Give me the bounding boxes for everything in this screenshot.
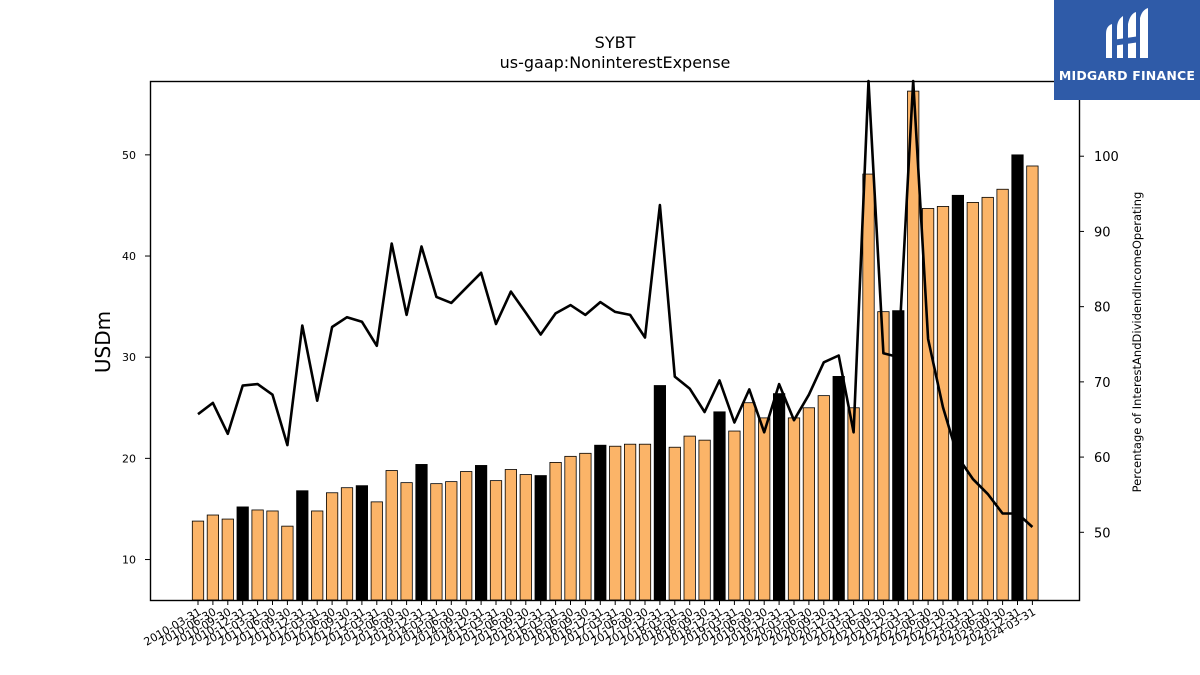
- bar-2014-09-30: [460, 471, 473, 601]
- chart-title: SYBT: [595, 33, 636, 52]
- brand-name: MIDGARD FINANCE: [1058, 68, 1196, 83]
- bar-2020-03-31: [787, 417, 801, 601]
- bar-2013-03-31: [370, 501, 383, 601]
- right-axis: 50 60 70 80 90 100: [1079, 150, 1119, 541]
- y-axis-label: USDm: [91, 311, 115, 373]
- chart-subtitle: us-gaap:NoninterestExpense: [500, 53, 731, 72]
- midgard-logo-icon: [1106, 8, 1148, 58]
- bar-2024-03-31: [1026, 165, 1039, 601]
- bar-2018-09-30: [698, 439, 711, 601]
- bar-2019-06-30: [743, 402, 756, 601]
- bar-2015-03-31: [489, 480, 503, 601]
- bar-2016-09-30: [579, 452, 592, 601]
- bar-2012-09-30: [340, 487, 354, 601]
- bar-2019-03-31: [728, 430, 741, 601]
- bar-2011-12-31: [296, 490, 309, 601]
- bar-2011-09-30: [281, 525, 294, 601]
- bar-2012-06-30: [325, 492, 339, 601]
- bar-2022-12-31: [951, 194, 965, 601]
- bar-2019-09-30: [758, 417, 771, 601]
- y2-tick-label: 60: [1094, 451, 1111, 466]
- bar-2020-09-30: [817, 395, 830, 601]
- bar-2017-09-30: [638, 443, 652, 601]
- bar-2014-12-31: [474, 465, 488, 601]
- bar-2021-06-30: [862, 173, 875, 601]
- bar-2023-12-31: [1011, 154, 1024, 601]
- x-axis: 2010-03-312010-06-302010-09-302010-12-31…: [142, 600, 1038, 649]
- bar-2018-03-31: [668, 446, 681, 601]
- bar-2012-03-31: [311, 510, 324, 601]
- bar-2021-03-31: [847, 407, 860, 601]
- bar-2017-06-30: [624, 443, 637, 601]
- brand-logo: MIDGARD FINANCE: [1054, 0, 1200, 100]
- bar-2015-12-31: [534, 475, 547, 601]
- y2-tick-label: 100: [1094, 150, 1119, 165]
- bar-2010-03-31: [191, 520, 205, 601]
- bar-2023-09-30: [996, 188, 1009, 601]
- bar-2019-12-31: [773, 393, 786, 601]
- bar-2016-12-31: [594, 444, 607, 601]
- bar-2011-03-31: [251, 509, 264, 601]
- y2-tick-label: 80: [1094, 301, 1111, 316]
- y2-axis-label: Percentage of InterestAndDividendIncomeO…: [1130, 192, 1144, 493]
- y2-tick-label: 50: [1094, 526, 1111, 541]
- bar-2016-03-31: [549, 462, 562, 601]
- bar-2018-06-30: [683, 435, 696, 601]
- bar-2020-12-31: [832, 376, 845, 601]
- bar-2015-09-30: [519, 474, 532, 601]
- y2-tick-label: 90: [1094, 225, 1111, 240]
- bar-2012-12-31: [355, 485, 369, 601]
- bar-2018-12-31: [713, 411, 726, 601]
- y2-tick-label: 70: [1094, 376, 1111, 391]
- bar-2020-06-30: [802, 407, 816, 601]
- bar-2016-06-30: [564, 455, 577, 601]
- bar-2014-06-30: [445, 481, 458, 601]
- bar-2013-12-31: [415, 464, 428, 601]
- y-tick-label: 20: [122, 452, 136, 465]
- bar-2023-06-30: [981, 196, 994, 601]
- bar-2017-12-31: [653, 385, 667, 601]
- bar-2014-03-31: [430, 483, 443, 601]
- percentage-line: [197, 79, 1034, 528]
- bar-2010-12-31: [236, 506, 249, 601]
- bar-2023-03-31: [966, 202, 979, 601]
- left-axis: 10 20 30 40 50: [122, 149, 150, 567]
- y-tick-label: 10: [122, 554, 136, 567]
- y-tick-label: 40: [122, 250, 136, 263]
- bar-2013-06-30: [385, 470, 398, 601]
- bar-2011-06-30: [266, 510, 279, 601]
- bar-2017-03-31: [609, 445, 622, 601]
- y-tick-label: 50: [122, 149, 136, 162]
- bar-2015-06-30: [504, 469, 518, 601]
- y-tick-label: 30: [122, 351, 136, 364]
- bar-2010-06-30: [206, 514, 219, 601]
- bar-2010-09-30: [221, 518, 234, 601]
- bar-2013-09-30: [400, 482, 413, 601]
- bar-series: [191, 90, 1039, 601]
